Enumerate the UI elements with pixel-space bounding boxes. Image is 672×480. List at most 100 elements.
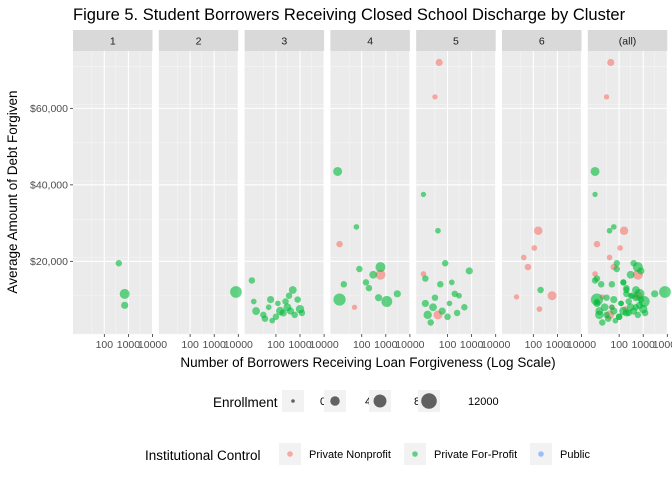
data-point [615,313,623,321]
strip-background [73,30,153,51]
points-layer [115,260,130,309]
data-point [362,279,370,286]
data-point [375,269,386,280]
data-point [599,319,606,326]
data-point [627,292,634,299]
data-point [617,245,623,251]
size-key-4000 [330,396,340,406]
points-layer [230,286,242,298]
strip-label: (all) [619,36,637,48]
data-point [593,240,601,248]
data-point [288,286,297,294]
data-point [610,307,618,315]
points-layer [420,58,473,326]
data-point [603,294,610,301]
data-point [333,293,346,306]
x-tick-label: 10000 [138,339,167,351]
x-tick-label: 100 [610,339,628,351]
data-point [381,296,393,307]
data-point [651,290,659,298]
strip-background [244,30,325,51]
panel-background [502,51,582,334]
strip-label: 4 [367,36,373,48]
data-point [365,284,373,292]
strip-label: 1 [110,36,116,48]
y-tick-label: $40,000 [30,179,68,191]
size-key-label: 12000 [468,396,499,408]
strip-background [416,30,496,51]
color-key-label: Public [560,449,590,461]
strip-label: 3 [281,36,287,48]
panel-background [73,51,153,334]
data-point [595,310,604,320]
data-point [632,303,640,311]
x-tick-label: 1000 [374,339,398,351]
data-point [623,286,630,294]
data-point [606,227,613,234]
data-point [537,286,544,294]
data-point [393,290,401,298]
data-point [272,313,280,321]
x-tick-label: 100 [267,339,285,351]
data-point [603,94,610,100]
data-point [432,94,438,100]
y-axis-title: Average Amount of Debt Forgiven [5,90,20,293]
data-point [356,265,363,273]
data-point [435,227,441,234]
data-point [333,166,343,176]
panel-background [158,51,239,334]
chart-title: Figure 5. Student Borrowers Receiving Cl… [73,6,626,24]
data-point [269,317,276,324]
strip-background [330,30,410,51]
data-point [250,298,257,305]
data-point [536,306,543,312]
x-tick-label: 10000 [224,339,253,351]
data-point [279,309,287,317]
data-point [294,296,301,303]
data-point [422,275,429,282]
data-point [369,270,378,279]
x-tick-label: 10000 [395,339,424,351]
data-point [620,279,627,286]
points-layer [248,277,306,324]
data-point [641,309,649,317]
x-tick-label: 10000 [653,339,672,351]
data-point [423,310,432,320]
data-point [444,313,451,321]
data-point [604,315,612,322]
data-point [593,299,601,307]
data-point [597,281,605,288]
points-layer [590,58,671,326]
x-tick-label: 100 [96,339,114,351]
data-point [547,291,557,301]
data-point [626,270,635,279]
data-point [618,300,624,307]
data-point [606,254,613,261]
data-point [600,303,609,312]
points-layer [513,226,557,312]
data-point [375,262,386,273]
size-key-12000 [421,393,437,409]
data-point [421,299,429,307]
size-legend: Enrollment 04000800012000 [213,390,499,412]
y-tick-label: $60,000 [30,103,68,115]
data-point [437,281,444,288]
color-key-private-for-profit [412,451,418,457]
data-point [456,292,462,299]
color-key-public [538,451,544,457]
y-tick-label: $20,000 [30,256,68,268]
x-axis-title: Number of Borrowers Receiving Loan Forgi… [180,355,555,370]
strip-label: 5 [453,36,459,48]
data-point [619,226,629,235]
data-point [593,275,601,282]
data-point [351,304,358,310]
data-point [441,260,449,267]
data-point [638,296,650,307]
data-point [298,309,306,317]
x-tick-label: 100 [353,339,371,351]
